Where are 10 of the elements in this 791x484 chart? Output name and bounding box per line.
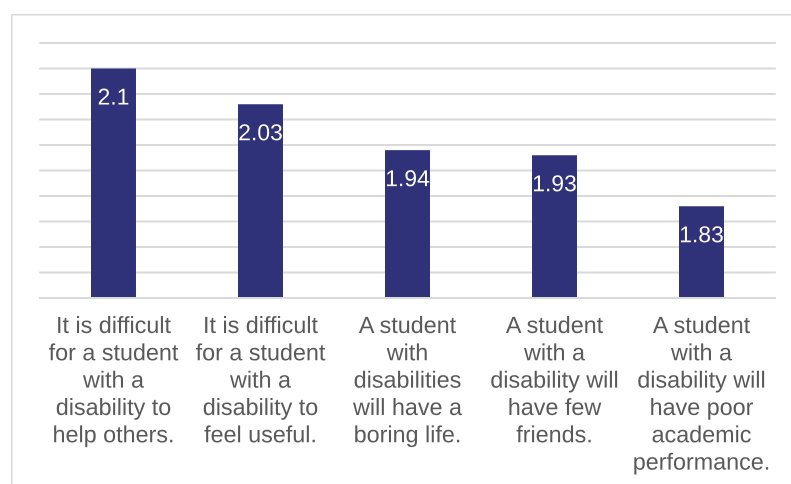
data-label: 1.94: [386, 170, 430, 186]
x-tick-label: A student with disabilities will have a boring life.: [353, 316, 462, 448]
x-tick-label: It is difficult for a student with a disability to help others.: [48, 316, 178, 448]
data-label: 2.1: [98, 88, 128, 105]
x-tick-label: It is difficult for a student with a disability to feel useful.: [196, 316, 326, 443]
x-tick-label: A student with a disability will have few friends.: [491, 316, 618, 443]
x-tick-label: A student with a disability will have poor academic performance.: [634, 316, 768, 474]
data-label: 1.93: [534, 175, 576, 192]
data-label: 1.83: [680, 226, 723, 242]
data-label: 2.03: [239, 124, 282, 140]
